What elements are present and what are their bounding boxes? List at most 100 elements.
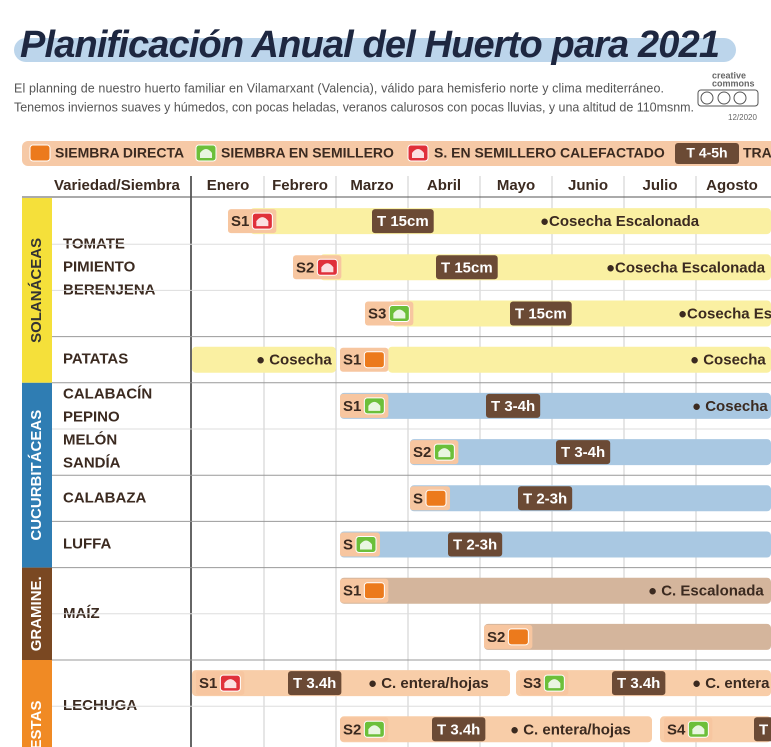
- harvest-label: ● C. entera/hojas: [510, 721, 631, 738]
- sowing-icon-dome: [692, 725, 705, 735]
- sowing-label: S4: [667, 721, 686, 738]
- title: Planificación Anual del Huerto para 2021: [20, 24, 720, 66]
- period-bar: [392, 300, 771, 327]
- sowing-icon: [363, 582, 385, 600]
- period-bar: [340, 716, 652, 743]
- transplant-label: T 3.4h: [293, 675, 336, 692]
- sowing-label: S2: [413, 444, 431, 461]
- legend-label: SIEMBRA DIRECTA: [55, 145, 184, 161]
- variety-label: CALABACÍN: [63, 385, 152, 402]
- group-label: CUCURBITÁCEAS: [28, 410, 45, 541]
- sowing-icon-dome: [368, 725, 381, 735]
- transplant-box: [372, 209, 434, 234]
- month-label: Junio: [568, 177, 608, 194]
- transplant-box: [612, 671, 666, 696]
- transplant-box: [518, 486, 573, 511]
- transplant-box: [556, 440, 611, 465]
- variety-label: CALABAZA: [63, 489, 146, 506]
- sowing-label: S3: [523, 675, 541, 692]
- period-bar: [192, 670, 510, 697]
- period-bar: [320, 254, 771, 281]
- license-text: commons: [712, 78, 755, 88]
- harvest-label: ●Cosecha Es: [678, 305, 771, 322]
- sowing-label: S1: [199, 675, 217, 692]
- period-bar: [192, 346, 336, 373]
- period-bar: [388, 346, 771, 373]
- title-highlight: [14, 38, 736, 62]
- variety-label: LUFFA: [63, 535, 111, 552]
- sowing-icon-dome: [200, 149, 212, 158]
- legend-label: TRA: [743, 145, 771, 161]
- harvest-label: ● Cosecha: [690, 352, 766, 369]
- harvest-label: ● C. Escalonada: [648, 583, 764, 600]
- group-band: [22, 382, 52, 568]
- group-label: ESTAS: [28, 701, 45, 747]
- sowing-icon: [425, 489, 447, 507]
- group-band: [22, 660, 52, 747]
- sowing-label: S1: [231, 213, 249, 230]
- transplant-label: T 3.4h: [617, 675, 660, 692]
- transplant-box: [510, 301, 572, 326]
- variety-label: MAÍZ: [63, 605, 100, 622]
- transplant-box: [486, 393, 541, 418]
- legend-label: SIEMBRA EN SEMILLERO: [221, 145, 394, 161]
- sowing-label: S2: [343, 721, 361, 738]
- transplant-box: [288, 671, 342, 696]
- month-label: Enero: [207, 177, 250, 194]
- sowing-icon-dome: [438, 448, 451, 458]
- sowing-icon-dome: [412, 149, 424, 158]
- month-label: Julio: [642, 177, 677, 194]
- variety-label: LECHUGA: [63, 697, 137, 714]
- group-band: [22, 567, 52, 660]
- transplant-box: [432, 717, 486, 742]
- legend-transplant-box: [675, 143, 739, 164]
- license-badge: [697, 89, 759, 107]
- sowing-icon-dome: [360, 540, 373, 550]
- harvest-label: ● C. entera/hojas: [368, 675, 489, 692]
- transplant-label: T 15cm: [441, 259, 493, 276]
- period-bar: [340, 531, 771, 558]
- month-label: Marzo: [350, 177, 393, 194]
- transplant-box: [436, 255, 498, 280]
- sowing-icon-dome: [224, 679, 237, 689]
- sowing-label: S: [343, 536, 353, 553]
- sowing-icon: [363, 351, 385, 369]
- license-text: creative: [712, 70, 746, 80]
- variety-label: BERENJENA: [63, 281, 156, 298]
- transplant-box: [448, 532, 503, 557]
- harvest-label: ●Cosecha Escalonada: [606, 259, 766, 276]
- sowing-label: S2: [487, 629, 505, 646]
- sowing-icon-dome: [321, 263, 334, 273]
- period-bar: [484, 623, 771, 650]
- cc-icon: [717, 91, 731, 105]
- sowing-label: S2: [296, 259, 314, 276]
- month-label: Mayo: [497, 177, 535, 194]
- month-label: Febrero: [272, 177, 328, 194]
- sowing-label: S1: [343, 583, 361, 600]
- legend-label: S. EN SEMILLERO CALEFACTADO: [434, 145, 665, 161]
- cc-icon: [733, 91, 747, 105]
- transplant-label: T 3-4h: [491, 398, 535, 415]
- cc-icon: [700, 91, 714, 105]
- group-label: SOLANÁCEAS: [28, 238, 45, 343]
- sowing-label: S3: [368, 305, 386, 322]
- harvest-label: ●Cosecha Escalonada: [540, 213, 700, 230]
- sowing-icon-dome: [256, 217, 269, 227]
- transplant-label: T 15cm: [377, 213, 429, 230]
- column-header: Variedad/Siembra: [54, 177, 181, 194]
- transplant-label: T 3-4h: [561, 444, 605, 461]
- legend-transplant: T 4-5h: [686, 145, 727, 161]
- month-label: Abril: [427, 177, 461, 194]
- sowing-icon-dome: [368, 401, 381, 411]
- subtitle: Tenemos inviernos suaves y húmedos, con …: [14, 100, 694, 114]
- month-label: Agosto: [706, 177, 758, 194]
- transplant-label: T: [759, 721, 768, 738]
- period-bar: [340, 577, 771, 604]
- harvest-label: ● Cosecha I: [692, 398, 771, 415]
- harvest-label: ● C. entera: [692, 675, 770, 692]
- subtitle: El planning de nuestro huerto familiar e…: [14, 81, 664, 95]
- variety-label: PIMIENTO: [63, 258, 136, 275]
- variety-label: PEPINO: [63, 408, 120, 425]
